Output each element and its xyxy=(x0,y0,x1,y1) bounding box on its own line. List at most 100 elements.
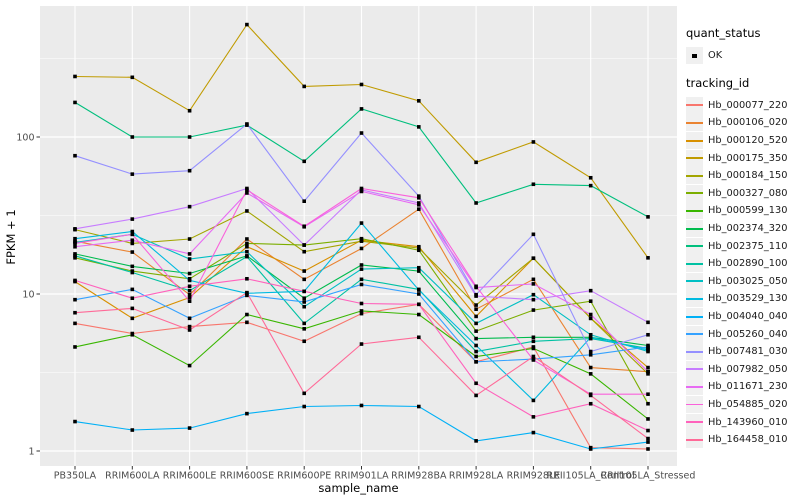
data-point xyxy=(187,135,192,139)
legend: quant_status OK tracking_id Hb_000077_22… xyxy=(686,26,800,449)
legend-item-Hb_000599_130: Hb_000599_130 xyxy=(686,202,800,220)
data-point xyxy=(646,447,650,451)
legend-item-Hb_164458_010: Hb_164458_010 xyxy=(686,431,800,449)
legend-item-label: Hb_004040_040 xyxy=(708,311,788,323)
data-point xyxy=(588,183,593,188)
data-point xyxy=(245,411,249,416)
legend-item-label: OK xyxy=(708,50,723,62)
legend-item-Hb_000120_520: Hb_000120_520 xyxy=(686,132,800,150)
data-point xyxy=(646,332,650,337)
data-point xyxy=(130,287,135,292)
data-point xyxy=(130,172,135,176)
series-line-icon xyxy=(686,202,703,220)
data-point xyxy=(245,254,249,259)
series-line-icon xyxy=(686,343,703,361)
data-point xyxy=(417,404,421,409)
data-point xyxy=(474,329,478,333)
data-point xyxy=(531,346,536,351)
legend-item-label: Hb_007481_030 xyxy=(708,346,788,358)
series-line-icon xyxy=(686,431,703,449)
series-line-icon xyxy=(686,220,703,238)
data-point xyxy=(73,244,77,249)
data-point xyxy=(73,278,77,283)
data-point xyxy=(187,271,192,276)
series-line-icon xyxy=(686,114,703,132)
legend-item-Hb_000077_220: Hb_000077_220 xyxy=(686,96,800,115)
data-point xyxy=(474,359,478,364)
data-point xyxy=(646,369,650,374)
y-axis-title: FPKM + 1 xyxy=(4,209,18,265)
data-point xyxy=(474,343,478,348)
data-point xyxy=(531,140,536,144)
data-point xyxy=(187,168,192,173)
series-line-icon xyxy=(686,167,703,185)
data-point xyxy=(359,239,364,243)
series-line-icon xyxy=(686,255,703,273)
data-point xyxy=(531,292,536,297)
legend-item-Hb_007481_030: Hb_007481_030 xyxy=(686,343,800,361)
data-point xyxy=(130,332,135,337)
data-point xyxy=(73,254,77,258)
data-point xyxy=(359,309,364,313)
data-point xyxy=(73,100,77,105)
data-point xyxy=(531,282,536,286)
data-point xyxy=(531,232,536,237)
data-point xyxy=(531,354,536,359)
data-point xyxy=(73,252,77,256)
x-axis-title: sample_name xyxy=(318,481,399,495)
legend-item-label: Hb_000599_130 xyxy=(708,205,788,217)
series-line-icon xyxy=(686,308,703,326)
data-point xyxy=(417,335,421,340)
data-point xyxy=(73,419,77,424)
data-point xyxy=(588,299,593,303)
legend-item-ok: OK xyxy=(686,47,800,65)
x-tick-label: RRIM901LA xyxy=(334,471,389,482)
data-point xyxy=(531,339,536,344)
legend-title-quant-status: quant_status xyxy=(686,26,761,40)
data-point xyxy=(588,352,593,357)
data-point xyxy=(302,304,306,309)
data-point xyxy=(245,191,249,195)
data-point xyxy=(588,372,593,376)
data-point xyxy=(187,284,192,289)
data-point xyxy=(646,320,650,325)
legend-items: Hb_000077_220 Hb_000106_020 Hb_000120_520 H… xyxy=(686,96,800,449)
data-point xyxy=(187,204,192,209)
series-line-icon xyxy=(686,96,703,114)
data-point xyxy=(73,227,77,231)
legend-item-label: Hb_002375_110 xyxy=(708,240,788,252)
data-point xyxy=(302,277,306,282)
data-points xyxy=(73,22,650,451)
data-point xyxy=(187,299,192,303)
data-point xyxy=(245,122,249,126)
data-point xyxy=(417,202,421,207)
series-line-icon xyxy=(686,413,703,431)
data-point xyxy=(646,372,650,376)
legend-item-Hb_002375_110: Hb_002375_110 xyxy=(686,237,800,255)
data-point xyxy=(130,250,135,254)
data-point xyxy=(187,252,192,256)
legend-item-Hb_143960_010: Hb_143960_010 xyxy=(686,413,800,431)
data-point xyxy=(474,336,478,341)
data-point xyxy=(646,256,650,260)
series-line-icon xyxy=(686,237,703,255)
data-point xyxy=(474,393,478,398)
data-point xyxy=(73,297,77,302)
data-point xyxy=(302,321,306,326)
data-point xyxy=(646,428,650,433)
x-tick-label: PB350LA xyxy=(54,471,97,482)
data-point xyxy=(588,175,593,180)
data-point xyxy=(417,195,421,200)
data-point xyxy=(588,312,593,317)
data-point xyxy=(646,345,650,349)
data-point xyxy=(130,238,135,243)
data-point xyxy=(245,209,249,213)
data-point xyxy=(302,289,306,294)
data-point xyxy=(302,84,306,89)
data-point xyxy=(417,292,421,296)
ok-point-icon xyxy=(686,47,703,65)
data-point xyxy=(588,335,593,340)
data-point xyxy=(359,186,364,191)
